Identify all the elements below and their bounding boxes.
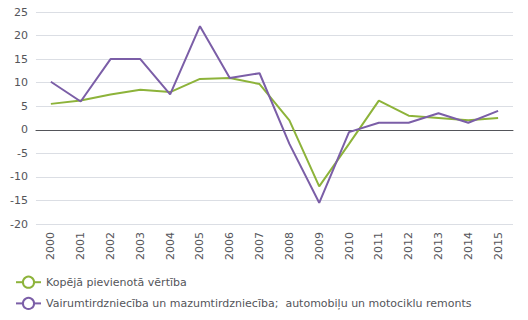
svg-text:5: 5 [21, 100, 28, 113]
svg-text:2007: 2007 [253, 232, 266, 260]
svg-text:2006: 2006 [223, 232, 236, 260]
svg-text:2005: 2005 [193, 232, 206, 260]
svg-text:10: 10 [14, 76, 28, 89]
svg-text:2002: 2002 [104, 232, 117, 260]
svg-text:2013: 2013 [432, 232, 445, 260]
svg-text:Vairumtirdzniecība un mazumtir: Vairumtirdzniecība un mazumtirdzniecība;… [46, 297, 472, 310]
svg-text:-20: -20 [10, 218, 28, 231]
svg-text:2009: 2009 [313, 232, 326, 260]
svg-text:2011: 2011 [372, 232, 385, 260]
svg-text:20: 20 [14, 29, 28, 42]
svg-text:2014: 2014 [462, 232, 475, 260]
svg-text:2010: 2010 [343, 232, 356, 260]
svg-text:25: 25 [14, 6, 28, 19]
svg-text:2015: 2015 [492, 232, 505, 260]
svg-text:0: 0 [21, 123, 28, 136]
svg-text:2003: 2003 [134, 232, 147, 260]
svg-text:2012: 2012 [402, 232, 415, 260]
svg-text:-10: -10 [10, 170, 28, 183]
svg-text:2004: 2004 [164, 232, 177, 260]
svg-text:15: 15 [14, 53, 28, 66]
svg-text:2008: 2008 [283, 232, 296, 260]
svg-text:Kopējā pievienotā vērtība: Kopējā pievienotā vērtība [46, 276, 187, 289]
svg-text:-5: -5 [17, 147, 28, 160]
svg-text:2000: 2000 [44, 232, 57, 260]
svg-text:2001: 2001 [74, 232, 87, 260]
svg-text:-15: -15 [10, 194, 28, 207]
